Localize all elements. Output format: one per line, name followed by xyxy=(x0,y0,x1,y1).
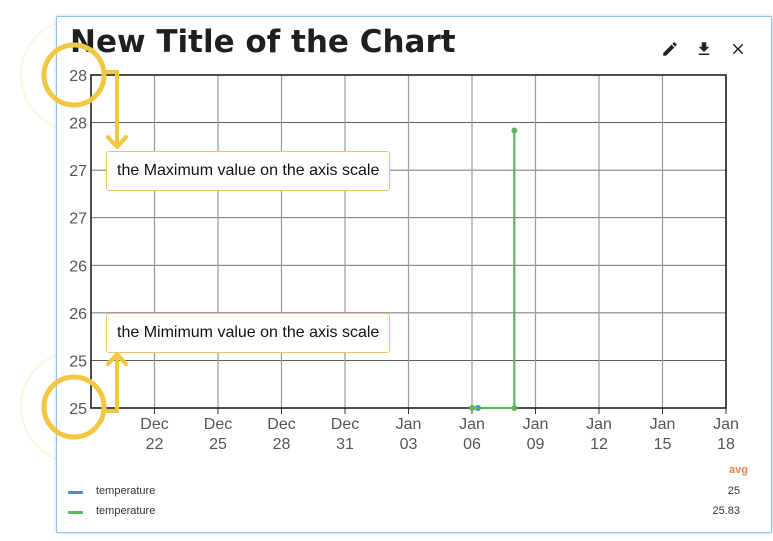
x-tick-label: Dec 28 xyxy=(267,416,295,453)
x-tick-label: Dec 22 xyxy=(140,416,168,453)
chart-toolbar xyxy=(659,38,749,60)
legend-swatch xyxy=(68,511,83,514)
edit-icon xyxy=(663,42,677,56)
max-highlight-circle xyxy=(41,42,107,108)
min-highlight-circle xyxy=(41,374,107,440)
legend-avg-header: avg xyxy=(729,464,748,476)
legend-item[interactable]: temperature 25 xyxy=(68,485,748,501)
y-tick-label: 26 xyxy=(69,258,87,275)
max-arrow-head xyxy=(106,135,128,149)
close-button[interactable] xyxy=(727,38,749,60)
data-point xyxy=(469,405,475,411)
x-tick-label: Dec 31 xyxy=(331,416,359,453)
chart-title: New Title of the Chart xyxy=(70,24,456,60)
legend-label: temperature xyxy=(96,505,156,517)
min-arrow-head xyxy=(106,352,128,366)
y-tick-label: 28 xyxy=(69,116,87,133)
download-icon xyxy=(698,42,710,55)
x-tick-label: Dec 25 xyxy=(204,416,232,453)
min-arrow-line xyxy=(102,354,119,413)
y-tick-label: 27 xyxy=(69,211,87,228)
download-button[interactable] xyxy=(693,38,715,60)
y-tick-label: 28 xyxy=(69,68,87,85)
min-annotation: the Mimimum value on the axis scale xyxy=(106,313,391,353)
x-tick-label: Jan 03 xyxy=(396,416,422,453)
y-tick-label: 26 xyxy=(69,306,87,323)
x-tick-label: Jan 15 xyxy=(650,416,676,453)
series-line-2 xyxy=(472,130,516,410)
legend-swatch xyxy=(68,491,83,494)
edit-button[interactable] xyxy=(659,38,681,60)
data-point xyxy=(511,127,518,134)
plot-frame xyxy=(90,74,727,409)
legend-item[interactable]: temperature 25.83 xyxy=(68,505,748,521)
x-tick-label: Jan 12 xyxy=(586,416,612,453)
y-tick-label: 27 xyxy=(69,163,87,180)
y-tick-label: 25 xyxy=(69,353,87,370)
data-point xyxy=(511,405,518,411)
x-tick-label: Jan 09 xyxy=(523,416,549,453)
legend-avg-value: 25 xyxy=(727,485,740,497)
max-arrow-line xyxy=(102,70,119,147)
legend-label: temperature xyxy=(96,485,156,497)
close-icon xyxy=(732,43,744,55)
y-tick-label: 25 xyxy=(69,401,87,418)
chart-panel xyxy=(56,16,772,533)
legend-avg-value: 25.83 xyxy=(712,505,740,517)
x-tick-label: Jan 06 xyxy=(459,416,485,453)
x-tick-label: Jan 18 xyxy=(713,416,739,453)
max-annotation: the Maximum value on the axis scale xyxy=(106,151,391,191)
